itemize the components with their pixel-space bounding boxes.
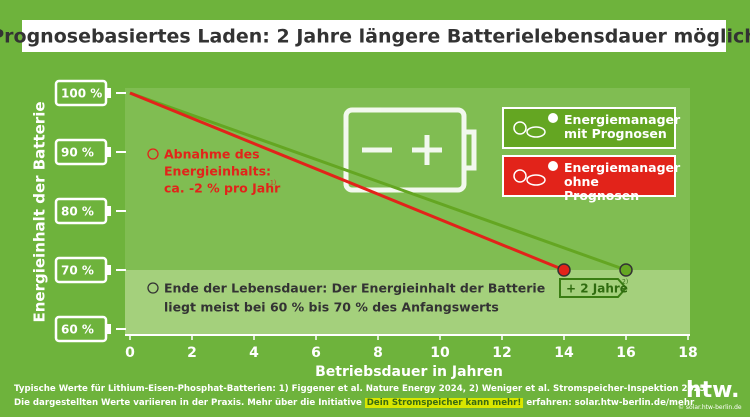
legend-cloud xyxy=(526,126,546,138)
annotation: Abnahme des xyxy=(164,147,260,162)
footnote-text: erfahren: solar.htw-berlin.de/mehr xyxy=(526,398,695,408)
battery-cap xyxy=(106,147,111,157)
annotation: ca. -2 % pro Jahr xyxy=(164,181,281,196)
y-tick-label: 100 % xyxy=(61,87,102,101)
y-tick-label: 60 % xyxy=(61,323,94,337)
x-tick-label: 14 xyxy=(554,345,574,361)
battery-cap xyxy=(106,324,111,334)
y-tick-label: 90 % xyxy=(61,146,94,160)
end-marker xyxy=(619,263,633,277)
battery-cap xyxy=(106,88,111,98)
gain-flag xyxy=(559,278,628,298)
x-tick-label: 6 xyxy=(311,345,321,361)
x-tick-label: 16 xyxy=(616,345,635,361)
series-line xyxy=(129,91,627,272)
x-tick-label: 4 xyxy=(249,345,259,361)
info-icon xyxy=(147,282,159,294)
chart-title: Prognosebasiertes Laden: 2 Jahre längere… xyxy=(0,26,750,48)
footnote: Typische Werte für Lithium-Eisen-Phospha… xyxy=(14,384,706,394)
gain-label: + 2 Jahre xyxy=(566,282,628,296)
legend-entry: Energiemanager mit Prognosen xyxy=(564,112,681,141)
x-tick-label: 8 xyxy=(373,345,383,361)
x-tick-label: 12 xyxy=(492,345,511,361)
battery-cap xyxy=(106,265,111,275)
y-tick-label: 70 % xyxy=(61,264,94,278)
battery-cap xyxy=(106,206,111,216)
y-axis-title: Energieinhalt der Batterie xyxy=(31,101,49,322)
info-icon xyxy=(147,148,159,160)
legend-sun xyxy=(513,169,527,183)
title-box xyxy=(22,20,726,52)
series-line xyxy=(129,91,565,272)
legend-sun xyxy=(513,121,527,135)
end-marker xyxy=(557,263,571,277)
initiative-link[interactable]: Dein Stromspeicher kann mehr! xyxy=(364,398,524,408)
legend-status xyxy=(548,161,558,171)
y-tick-label: 80 % xyxy=(61,205,94,219)
legend-status xyxy=(548,113,558,123)
footnote-ref: 2) xyxy=(622,279,628,286)
annotation: Ende der Lebensdauer: Der Energieinhalt … xyxy=(164,281,545,296)
logo: htw. xyxy=(686,378,740,403)
x-tick-label: 0 xyxy=(125,345,135,361)
legend-entry: Energiemanager ohne Prognosen xyxy=(564,160,681,203)
footnote: Die dargestellten Werte variieren in der… xyxy=(14,398,694,408)
x-tick-label: 10 xyxy=(430,345,450,361)
annotation: Energieinhalts: xyxy=(164,164,271,179)
x-tick-label: 2 xyxy=(187,345,197,361)
footnote-text: Die dargestellten Werte variieren in der… xyxy=(14,398,362,408)
x-tick-label: 18 xyxy=(678,345,697,361)
legend-cloud xyxy=(526,174,546,186)
annotation: liegt meist bei 60 % bis 70 % des Anfang… xyxy=(164,300,499,315)
x-axis-title: Betriebsdauer in Jahren xyxy=(315,364,503,380)
footnote-ref: 1) xyxy=(270,180,276,187)
copyright: © solar.htw-berlin.de xyxy=(678,404,742,411)
